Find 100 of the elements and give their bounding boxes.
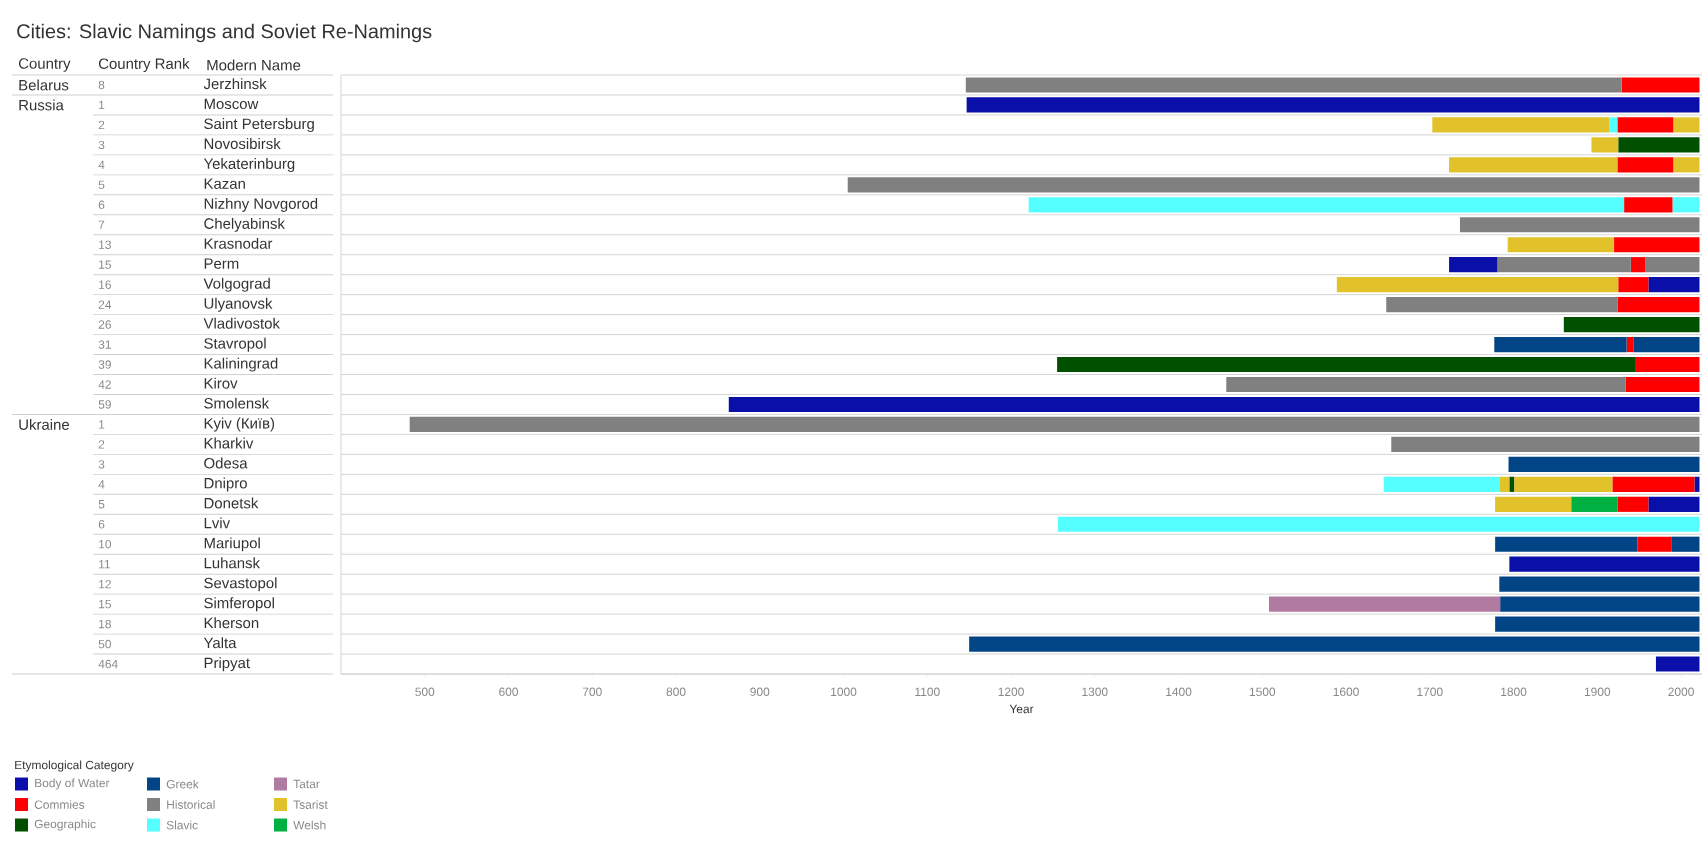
y-tick-label: Kherson <box>204 617 259 629</box>
y-tick-label: Kharkiv <box>204 437 254 449</box>
text: Ukraine <box>19 418 70 430</box>
y-tick-label: Vladivostok <box>203 317 280 329</box>
bar <box>1633 336 1700 353</box>
bar <box>965 77 1622 93</box>
x-tick-label: 1700 <box>1417 687 1443 696</box>
text: 1 <box>99 100 105 110</box>
x-tick-label: 1300 <box>1082 687 1108 696</box>
text: Country Rank <box>98 58 190 72</box>
y-tick-label: Stavropol <box>204 337 266 352</box>
bar <box>728 396 1700 413</box>
y-tick-label: Krasnodar <box>204 237 273 249</box>
bar <box>1495 496 1572 512</box>
bar <box>1507 237 1615 253</box>
text: 16 <box>99 280 111 289</box>
text: Belarus <box>19 79 69 91</box>
text: 7 <box>98 220 105 229</box>
y-tick-label: Sevastopol <box>204 577 277 592</box>
text: 15 <box>99 599 111 609</box>
text: 3 <box>98 460 105 469</box>
x-tick-label: 1000 <box>831 687 857 696</box>
y-tick-label: Perm <box>204 258 239 269</box>
text: 6 <box>98 520 105 529</box>
y-tick-label: Kaliningrad <box>204 357 278 372</box>
bar <box>1617 496 1649 512</box>
text: Modern Name <box>207 59 301 71</box>
bar <box>1645 257 1700 273</box>
bar <box>1499 476 1510 492</box>
text: 26 <box>98 320 111 329</box>
x-tick-label: 1200 <box>998 687 1024 696</box>
bar <box>1617 117 1674 133</box>
bar <box>1057 356 1636 373</box>
x-axis-title: Year <box>1009 704 1034 714</box>
text: 31 <box>98 340 111 349</box>
y-tick-label: Kazan <box>204 178 245 189</box>
bar <box>1495 536 1638 552</box>
y-tick-label: Lviv <box>204 517 231 529</box>
x-tick-label: 1100 <box>915 687 940 696</box>
y-tick-label: Chelyabinsk <box>204 217 285 232</box>
bar <box>1630 257 1646 273</box>
text: 50 <box>98 639 112 649</box>
bar <box>847 177 1700 193</box>
x-tick-label: 500 <box>415 687 435 696</box>
y-tick-label: Mariupol <box>204 537 260 552</box>
bar <box>1028 197 1625 213</box>
text: Country <box>18 58 71 72</box>
x-tick-label: 800 <box>666 687 686 696</box>
x-tick-label: 700 <box>582 687 602 696</box>
bar <box>1057 516 1700 532</box>
y-tick-label: Yekaterinburg <box>203 158 295 172</box>
y-tick-label: Kirov <box>204 377 238 389</box>
bar <box>1612 476 1695 492</box>
bar <box>969 636 1700 652</box>
y-tick-label: Ulyanovsk <box>204 297 273 312</box>
y-tick-label: Moscow <box>204 98 259 110</box>
bar <box>1621 77 1700 93</box>
text: 18 <box>99 619 111 629</box>
text: 5 <box>98 500 105 509</box>
x-tick-label: 600 <box>499 687 519 696</box>
chart-title: Cities: Slavic Namings and Soviet Re-Namings <box>17 23 432 43</box>
bar <box>1591 137 1619 153</box>
bar <box>1383 476 1500 492</box>
text: 464 <box>98 659 118 669</box>
bar <box>1618 137 1700 153</box>
legend-label: Welsh <box>293 820 326 830</box>
bar <box>1618 277 1649 293</box>
y-tick-label: Smolensk <box>204 397 270 409</box>
x-tick-label: 1400 <box>1166 687 1192 696</box>
text: 4 <box>98 160 105 169</box>
y-tick-label: Odesa <box>204 457 248 469</box>
y-tick-label: Donetsk <box>204 497 259 509</box>
text: 24 <box>98 300 112 309</box>
bar <box>1694 476 1700 492</box>
bar <box>1391 436 1700 452</box>
bar <box>1449 157 1618 173</box>
bar <box>1648 496 1700 512</box>
bar <box>1226 376 1626 393</box>
bar <box>1655 656 1700 672</box>
bar <box>1500 596 1700 612</box>
bar <box>1495 616 1700 632</box>
text: 8 <box>98 80 105 90</box>
y-tick-label: Saint Petersburg <box>204 118 314 133</box>
legend-label: Commies <box>34 800 85 809</box>
legend-label: Body of Water <box>35 778 110 790</box>
bar <box>1635 356 1700 373</box>
text: 5 <box>98 180 105 189</box>
text: Russia <box>19 99 64 111</box>
x-tick-label: 1500 <box>1249 687 1276 696</box>
text: 2 <box>98 440 105 449</box>
x-tick-label: 1800 <box>1501 687 1527 696</box>
y-tick-label: Luhansk <box>204 557 261 569</box>
bar <box>1671 536 1700 552</box>
bar <box>1494 336 1627 353</box>
y-tick-label: Novosibirsk <box>204 138 281 150</box>
bar <box>1459 217 1700 233</box>
text: 11 <box>99 560 111 569</box>
legend-label: Geographic <box>34 819 96 831</box>
bar <box>1648 277 1700 293</box>
bar <box>1269 596 1501 612</box>
